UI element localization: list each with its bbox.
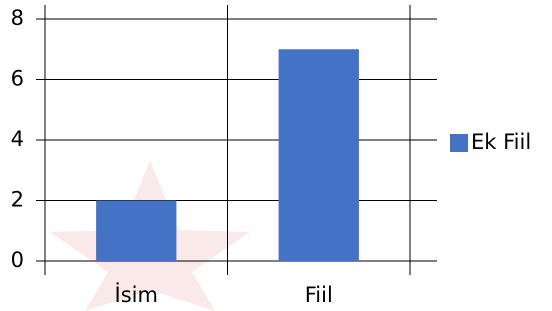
- bar: [96, 201, 176, 262]
- legend-label: Ek Fiil: [471, 130, 531, 154]
- y-tick-label: 6: [11, 67, 24, 91]
- chart: 0 2 4 6 8 İsim Fiil Ek Fiil: [0, 0, 552, 311]
- x-tick-label: İsim: [115, 282, 158, 307]
- page: 02468İsimFiilEk Fiil (() => { const data…: [0, 0, 552, 311]
- y-tick-label: 0: [11, 248, 24, 272]
- bar: [279, 49, 359, 261]
- y-tick-label: 2: [11, 188, 24, 212]
- legend-swatch: [450, 134, 468, 152]
- y-tick-label: 8: [11, 6, 24, 30]
- x-tick-label: Fiil: [305, 283, 333, 307]
- y-tick-label: 4: [11, 127, 24, 151]
